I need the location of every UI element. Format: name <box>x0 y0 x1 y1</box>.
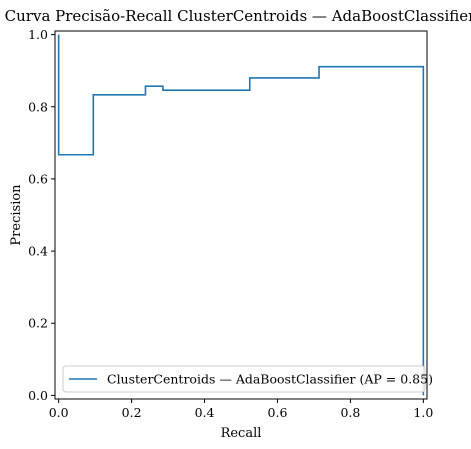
x-tick-label: 0.8 <box>340 405 360 420</box>
y-tick-label: 1.0 <box>28 27 48 42</box>
legend-box <box>62 365 426 393</box>
x-tick-label: 0.2 <box>122 405 142 420</box>
x-tick-label: 0.4 <box>195 405 215 420</box>
y-axis-ticks: 0.0 0.2 0.4 0.6 0.8 1.0 <box>28 27 55 403</box>
series-layer <box>57 34 425 396</box>
x-axis-label: Recall <box>221 426 262 441</box>
x-axis-ticks: 0.0 0.2 0.4 0.6 0.8 1.0 <box>49 399 433 420</box>
y-tick-label: 0.8 <box>28 99 48 114</box>
x-tick-label: 1.0 <box>413 405 433 420</box>
legend: ClusterCentroids — AdaBoostClassifier (A… <box>62 365 433 393</box>
y-tick-label: 0.0 <box>28 388 48 403</box>
x-tick-label: 0.6 <box>268 405 288 420</box>
y-tick-label: 0.4 <box>28 244 48 259</box>
chart-title: Curva Precisão-Recall ClusterCentroids —… <box>5 7 471 25</box>
axes-frame <box>54 30 428 400</box>
y-tick-label: 0.6 <box>28 171 48 186</box>
series-line <box>57 34 425 396</box>
y-tick-label: 0.2 <box>28 316 48 331</box>
y-axis-label: Precision <box>9 184 24 246</box>
legend-label: ClusterCentroids — AdaBoostClassifier (A… <box>107 372 433 387</box>
x-tick-label: 0.0 <box>49 405 69 420</box>
